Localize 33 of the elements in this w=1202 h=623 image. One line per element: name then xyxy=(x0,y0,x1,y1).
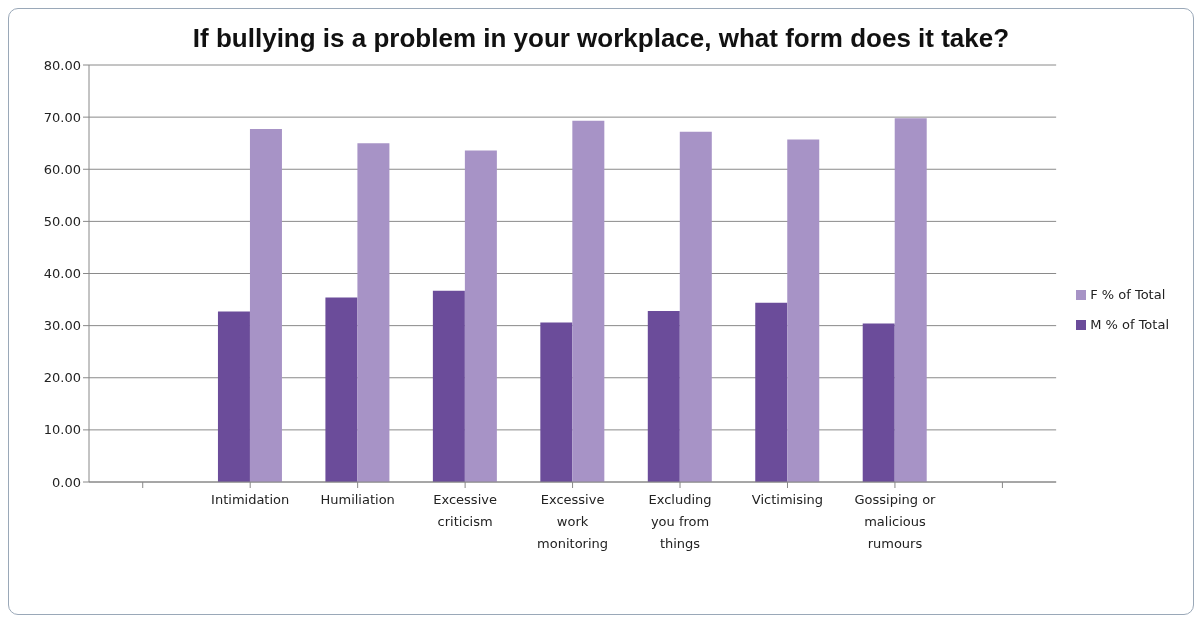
bar xyxy=(647,311,680,482)
y-tick-label: 30.00 xyxy=(43,318,81,334)
bar xyxy=(894,118,927,482)
x-tick-label: Excessive work monitoring xyxy=(537,492,609,551)
y-tick-label: 50.00 xyxy=(43,213,81,229)
x-tick-label: Excluding you from things xyxy=(648,492,712,551)
legend-label: M % of Total xyxy=(1090,316,1169,332)
bar xyxy=(572,120,605,482)
x-tick-label: Gossiping or malicious rumours xyxy=(854,492,937,551)
x-tick-label: Humiliation xyxy=(320,492,395,507)
bar xyxy=(432,290,465,482)
bar xyxy=(755,302,788,482)
y-tick-label: 10.00 xyxy=(43,422,81,438)
chart-title: If bullying is a problem in your workplace, what form does it take? xyxy=(191,22,1011,55)
x-tick-label: Victimising xyxy=(751,492,824,507)
y-tick-label: 20.00 xyxy=(43,370,81,386)
y-tick-label: 60.00 xyxy=(43,161,81,177)
y-tick-label: 70.00 xyxy=(43,109,81,125)
bar xyxy=(787,139,820,482)
y-tick-label: 40.00 xyxy=(43,266,81,282)
bar xyxy=(862,323,895,482)
bar xyxy=(325,297,358,482)
legend-label: F % of Total xyxy=(1090,286,1166,302)
bar xyxy=(249,129,282,482)
x-tick-label: Intimidation xyxy=(211,492,290,507)
bar xyxy=(540,322,573,482)
bar xyxy=(464,150,497,482)
y-tick-label: 0.00 xyxy=(52,474,81,490)
bar xyxy=(679,131,712,482)
bar xyxy=(217,311,250,482)
x-tick-label: Excessive criticism xyxy=(433,492,497,529)
y-tick-label: 80.00 xyxy=(43,57,81,73)
bar xyxy=(357,143,390,482)
